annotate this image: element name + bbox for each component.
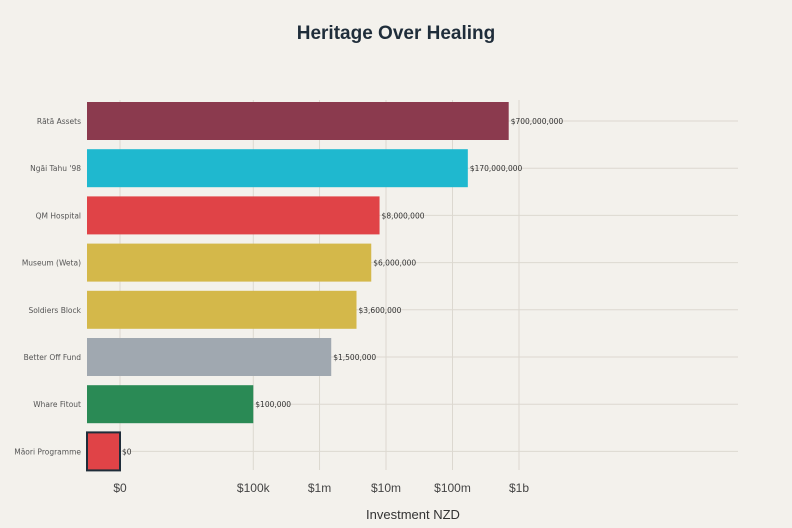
- value-label: $100,000: [255, 400, 291, 409]
- category-label: Soldiers Block: [28, 306, 81, 315]
- x-tick-label: $100m: [434, 481, 471, 495]
- value-label: $6,000,000: [373, 259, 416, 268]
- category-label: Museum (Weta): [22, 259, 81, 268]
- bar: [87, 243, 372, 282]
- value-labels: $700,000,000 $170,000,000 $8,000,000 $6,000…: [122, 117, 563, 456]
- value-label: $700,000,000: [511, 117, 564, 126]
- category-label: Māori Programme: [14, 447, 81, 456]
- value-label: $0: [122, 447, 132, 456]
- x-tick-label: $1m: [308, 481, 331, 495]
- value-label: $1,500,000: [333, 353, 376, 362]
- bar: [87, 290, 357, 329]
- bar: [87, 196, 380, 235]
- x-axis-ticks: $0 $100k $1m $10m $100m $1b: [113, 481, 529, 495]
- bar: [86, 431, 121, 472]
- value-label: $3,600,000: [359, 306, 402, 315]
- value-label: $170,000,000: [470, 164, 523, 173]
- bar: [87, 385, 254, 424]
- category-label: Better Off Fund: [24, 353, 82, 362]
- x-tick-label: $0: [113, 481, 127, 495]
- value-label: $8,000,000: [382, 211, 425, 220]
- bar: [87, 338, 332, 376]
- bar: [87, 149, 468, 188]
- bar: [87, 102, 509, 140]
- x-tick-label: $10m: [371, 481, 401, 495]
- category-label: Rātā Assets: [37, 117, 81, 126]
- category-labels: Rātā Assets Ngāi Tahu '98 QM Hospital Museu…: [14, 117, 81, 456]
- x-tick-label: $1b: [509, 481, 529, 495]
- x-tick-label: $100k: [237, 481, 271, 495]
- category-label: QM Hospital: [36, 211, 81, 220]
- chart-title: Heritage Over Healing: [297, 23, 496, 44]
- category-label: Whare Fitout: [33, 400, 81, 409]
- category-label: Ngāi Tahu '98: [30, 164, 81, 173]
- bars: [86, 102, 509, 472]
- x-axis-label: Investment NZD: [366, 507, 460, 522]
